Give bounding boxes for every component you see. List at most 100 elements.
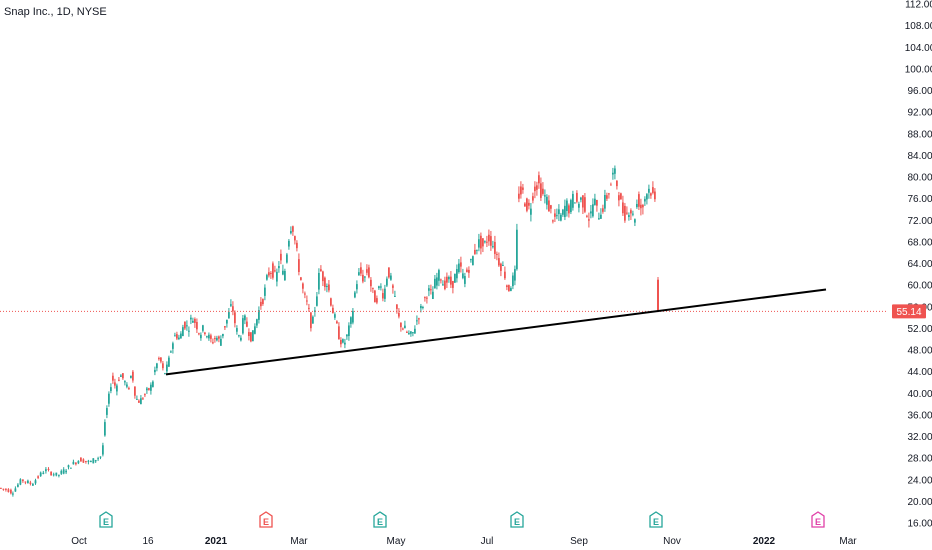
candle-body bbox=[94, 459, 97, 462]
earnings-marker-shape bbox=[510, 511, 524, 528]
candle-body bbox=[272, 263, 274, 278]
candle-body bbox=[548, 200, 550, 212]
candle-body bbox=[158, 358, 160, 360]
candle-body bbox=[350, 317, 352, 324]
candle-body bbox=[314, 310, 316, 312]
x-tick-label: Oct bbox=[71, 536, 87, 547]
candle-body bbox=[602, 208, 604, 212]
candle-body bbox=[590, 211, 592, 214]
candle-body bbox=[240, 337, 242, 341]
candle-body bbox=[424, 297, 426, 299]
candle-body bbox=[576, 192, 578, 202]
candle-body bbox=[588, 219, 590, 221]
y-tick-label: 60.00 bbox=[907, 281, 932, 292]
candle-body bbox=[510, 288, 512, 291]
earnings-marker[interactable]: E bbox=[510, 511, 524, 528]
candle-body bbox=[540, 183, 542, 198]
candle-body bbox=[368, 267, 370, 278]
candle-body bbox=[552, 220, 554, 222]
candle-body bbox=[388, 267, 390, 278]
candle-body bbox=[434, 278, 436, 289]
candle-body bbox=[618, 195, 620, 201]
candle-body bbox=[626, 212, 628, 214]
candle-body bbox=[640, 204, 642, 209]
earnings-marker-label: E bbox=[263, 517, 269, 527]
x-tick-label: 2021 bbox=[205, 536, 228, 547]
candle-body bbox=[578, 203, 580, 208]
candle-body bbox=[278, 266, 280, 269]
candle-body bbox=[496, 253, 498, 255]
candle-body bbox=[156, 363, 158, 369]
candle-body bbox=[208, 334, 210, 339]
candle-body bbox=[45, 469, 47, 472]
candle-body bbox=[298, 259, 300, 272]
candle-body bbox=[180, 333, 182, 339]
candle-body bbox=[592, 204, 594, 217]
candle-body bbox=[570, 200, 572, 213]
candle-body bbox=[306, 300, 308, 302]
candle-body bbox=[42, 472, 45, 474]
candle-body bbox=[566, 200, 568, 211]
candle-body bbox=[530, 208, 532, 215]
candle-body bbox=[430, 289, 432, 291]
candle-body bbox=[562, 209, 564, 215]
candle-body bbox=[122, 373, 124, 379]
candle-body bbox=[354, 292, 356, 298]
earnings-marker-shape bbox=[259, 511, 273, 528]
y-tick-label: 20.00 bbox=[907, 497, 932, 508]
candle-body bbox=[210, 335, 212, 339]
candle-body bbox=[370, 279, 372, 287]
candle-body bbox=[114, 382, 116, 386]
candle-body bbox=[346, 334, 348, 337]
candle-body bbox=[50, 471, 52, 476]
candle-body bbox=[650, 193, 652, 196]
candle-body bbox=[458, 263, 460, 273]
candle-body bbox=[37, 476, 39, 478]
candle-body bbox=[258, 310, 260, 320]
candle-body bbox=[12, 493, 14, 495]
earnings-marker[interactable]: E bbox=[373, 511, 387, 528]
x-tick-label: May bbox=[387, 536, 406, 547]
candle-body bbox=[10, 489, 12, 494]
candle-body bbox=[482, 238, 484, 247]
candle-body bbox=[498, 258, 500, 266]
candle-body bbox=[504, 271, 506, 279]
y-tick-label: 112.00 bbox=[905, 0, 932, 11]
candle-body bbox=[384, 288, 386, 299]
candle-body bbox=[248, 332, 250, 337]
candle-body bbox=[568, 205, 570, 214]
candle-body bbox=[32, 483, 34, 486]
earnings-marker[interactable]: E bbox=[99, 511, 113, 528]
candle-body bbox=[574, 202, 576, 204]
candle-body bbox=[550, 205, 552, 209]
candle-body bbox=[260, 301, 262, 307]
earnings-marker[interactable]: E bbox=[259, 511, 273, 528]
candle-body bbox=[412, 332, 414, 334]
candle-body bbox=[72, 461, 75, 465]
candle-body bbox=[342, 339, 344, 343]
candle-body bbox=[60, 470, 63, 474]
y-tick-label: 108.00 bbox=[905, 21, 932, 32]
candle-body bbox=[520, 186, 522, 195]
candle-body bbox=[450, 276, 452, 285]
candle-body bbox=[228, 312, 230, 319]
candle-body bbox=[242, 318, 244, 334]
candle-body bbox=[512, 275, 514, 287]
candle-body bbox=[362, 274, 364, 282]
candle-body bbox=[92, 458, 95, 464]
candle-body bbox=[106, 408, 108, 415]
candle-body bbox=[160, 357, 162, 362]
earnings-marker[interactable]: E bbox=[649, 511, 663, 528]
candle-body bbox=[322, 271, 324, 282]
candle-body bbox=[544, 195, 546, 197]
candle-body bbox=[316, 296, 318, 306]
candle-body bbox=[348, 325, 350, 337]
candle-body bbox=[378, 286, 380, 289]
candle-body bbox=[616, 180, 618, 187]
candle-body bbox=[332, 307, 334, 314]
earnings-marker[interactable]: E bbox=[811, 511, 825, 528]
candle-body bbox=[47, 468, 50, 470]
candle-body bbox=[226, 319, 228, 324]
